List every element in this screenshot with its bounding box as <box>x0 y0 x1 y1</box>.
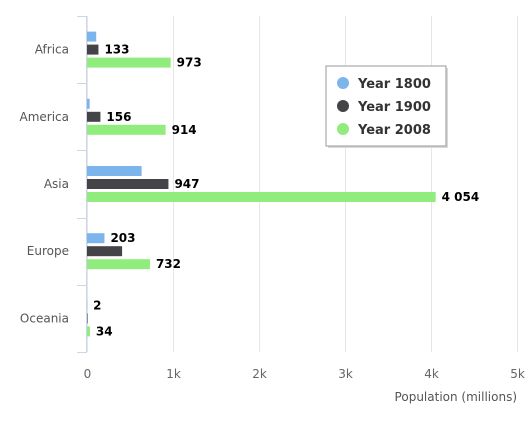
category-label: Africa <box>35 43 69 57</box>
data-label: 914 <box>172 123 197 137</box>
x-tick-label: 0 <box>84 367 92 381</box>
data-label: 4 054 <box>442 190 480 204</box>
bar <box>87 44 99 55</box>
x-tick-label: 4k <box>424 367 439 381</box>
category-label: America <box>20 110 70 124</box>
bar <box>87 326 90 337</box>
x-tick-label: 1k <box>166 367 181 381</box>
bar <box>87 57 171 68</box>
data-label: 156 <box>106 110 131 124</box>
data-label: 2 <box>93 298 101 312</box>
bar <box>87 192 436 202</box>
x-tick-label: 2k <box>252 367 267 381</box>
bar <box>87 124 166 135</box>
data-labels: 133 973 156 914 947 4 054 203 732 2 34 <box>93 43 479 339</box>
bars <box>87 31 436 337</box>
legend-marker-icon <box>337 123 349 135</box>
bar <box>87 313 88 324</box>
bar <box>87 179 169 189</box>
axes: 0 1k 2k 3k 4k 5k Africa America Asia Europe Oceani… <box>20 16 525 404</box>
legend-marker-icon <box>337 100 349 112</box>
legend[interactable]: Year 1800 Year 1900 Year 2008 <box>325 65 448 148</box>
legend-marker-icon <box>337 77 349 89</box>
bar <box>87 166 142 176</box>
bar <box>87 246 123 257</box>
bar <box>87 259 150 270</box>
bar <box>87 98 90 109</box>
data-label: 133 <box>104 43 129 57</box>
data-label: 34 <box>96 324 113 338</box>
bar <box>87 31 97 42</box>
legend-item-label: Year 1900 <box>357 100 431 115</box>
data-label: 947 <box>174 177 199 191</box>
category-label: Oceania <box>20 311 69 325</box>
data-label: 732 <box>156 257 181 271</box>
legend-item-label: Year 1800 <box>357 77 431 92</box>
data-label: 203 <box>110 231 135 245</box>
bar <box>87 111 101 122</box>
category-label: Europe <box>27 244 69 258</box>
legend-item-label: Year 2008 <box>357 123 431 138</box>
x-tick-label: 3k <box>338 367 353 381</box>
category-label: Asia <box>44 177 69 191</box>
x-axis-title: Population (millions) <box>395 390 517 404</box>
bar <box>87 233 105 244</box>
data-label: 973 <box>177 56 202 70</box>
x-tick-label: 5k <box>510 367 525 381</box>
